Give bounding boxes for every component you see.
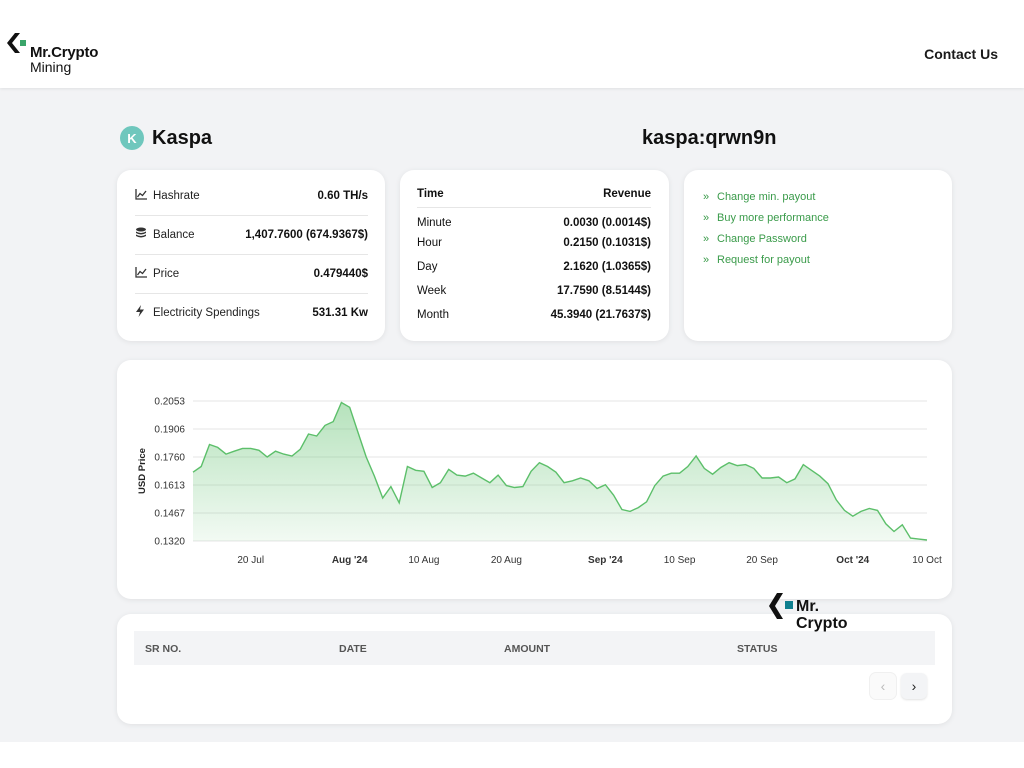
stats-card: Hashrate 0.60 TH/s Balance 1,407.7600 (6… xyxy=(117,170,385,341)
column-date: DATE xyxy=(339,643,367,655)
page-footer xyxy=(0,742,1024,768)
revenue-value: 0.0030 (0.0014$) xyxy=(563,217,651,229)
revenue-period: Week xyxy=(417,285,447,297)
price-chart-card: 0.2053 0.1906 0.1760 0.1613 0.1467 0.1320 USD … xyxy=(117,360,952,599)
column-status: STATUS xyxy=(737,643,778,655)
double-chevron-right-icon: » xyxy=(703,233,710,245)
coins-stack-icon xyxy=(135,227,149,242)
x-tick-label: 20 Aug xyxy=(491,555,522,566)
pagination-prev-button[interactable]: ‹ xyxy=(870,673,896,699)
y-tick-label: 0.1320 xyxy=(154,537,185,548)
line-chart-icon xyxy=(135,188,149,203)
kaspa-logo-icon: K xyxy=(120,126,144,150)
revenue-row: Month 45.3940 (21.7637$) xyxy=(417,309,651,321)
x-tick-label: 10 Aug xyxy=(408,555,439,566)
brand-mark-icon xyxy=(7,33,26,53)
stat-label: Price xyxy=(153,267,180,280)
brand-mark-icon xyxy=(769,593,793,619)
stat-value: 531.31 Kw xyxy=(312,306,368,319)
lightning-icon xyxy=(135,305,149,320)
revenue-value: 0.2150 (0.1031$) xyxy=(563,237,651,249)
x-tick-label: Sep '24 xyxy=(588,555,623,566)
revenue-card: Time Revenue Minute 0.0030 (0.0014$) Hou… xyxy=(400,170,669,341)
stat-value: 0.479440$ xyxy=(313,267,368,280)
y-axis-label: USD Price xyxy=(137,448,148,494)
actions-card: » Change min. payout » Buy more performanc… xyxy=(684,170,952,341)
coin-heading: K Kaspa xyxy=(120,124,212,152)
y-tick-label: 0.1613 xyxy=(154,481,185,492)
request-payout-link[interactable]: » Request for payout xyxy=(703,254,810,266)
x-tick-label: 10 Sep xyxy=(664,555,696,566)
revenue-row: Hour 0.2150 (0.1031$) xyxy=(417,237,651,249)
watermark-line2: Crypto xyxy=(796,615,848,632)
double-chevron-right-icon: » xyxy=(703,212,710,224)
change-password-link[interactable]: » Change Password xyxy=(703,233,807,245)
y-tick-label: 0.1906 xyxy=(154,425,185,436)
wallet-address: kaspa:qrwn9n xyxy=(642,127,777,149)
stat-label: Hashrate xyxy=(153,189,200,202)
column-time: Time xyxy=(417,188,444,200)
brand-logo[interactable]: Mr.Crypto Mining xyxy=(6,32,136,76)
stat-price: Price 0.479440$ xyxy=(135,254,368,294)
revenue-period: Month xyxy=(417,309,449,321)
table-header: SR NO. DATE AMOUNT STATUS xyxy=(134,631,935,665)
watermark-logo: Mr. Crypto xyxy=(768,592,878,640)
revenue-header: Time Revenue xyxy=(417,188,651,200)
stat-hashrate: Hashrate 0.60 TH/s xyxy=(135,176,368,216)
column-amount: AMOUNT xyxy=(504,643,551,655)
stat-value: 0.60 TH/s xyxy=(317,189,369,202)
x-tick-label: Aug '24 xyxy=(332,555,368,566)
line-chart-icon xyxy=(135,266,149,281)
revenue-value: 17.7590 (8.5144$) xyxy=(557,285,651,297)
revenue-value: 2.1620 (1.0365$) xyxy=(563,261,651,273)
top-bar: Mr.Crypto Mining Contact Us xyxy=(0,0,1024,88)
payouts-table-card: SR NO. DATE AMOUNT STATUS ‹ › xyxy=(117,614,952,724)
price-area xyxy=(193,402,927,541)
watermark-line1: Mr. xyxy=(796,598,820,615)
y-tick-label: 0.1467 xyxy=(154,509,185,520)
double-chevron-right-icon: » xyxy=(703,191,710,203)
pagination-next-button[interactable]: › xyxy=(901,673,927,699)
stat-label: Balance xyxy=(153,228,195,241)
revenue-period: Hour xyxy=(417,237,442,249)
brand-subtitle: Mining xyxy=(30,59,72,75)
brand-name: Mr.Crypto xyxy=(30,44,99,61)
revenue-period: Day xyxy=(417,261,438,273)
price-chart[interactable]: 0.2053 0.1906 0.1760 0.1613 0.1467 0.1320 USD … xyxy=(117,360,952,599)
revenue-period: Minute xyxy=(417,217,452,229)
x-tick-label: 10 Oct xyxy=(912,555,942,566)
y-tick-label: 0.2053 xyxy=(154,397,185,408)
coin-name: Kaspa xyxy=(152,126,213,149)
buy-more-performance-link[interactable]: » Buy more performance xyxy=(703,212,829,224)
revenue-row: Week 17.7590 (8.5144$) xyxy=(417,285,651,297)
column-sr-no: SR NO. xyxy=(145,643,182,655)
revenue-row: Day 2.1620 (1.0365$) xyxy=(417,261,651,273)
revenue-value: 45.3940 (21.7637$) xyxy=(550,309,651,321)
column-revenue: Revenue xyxy=(603,188,651,200)
y-tick-label: 0.1760 xyxy=(154,453,185,464)
double-chevron-right-icon: » xyxy=(703,254,710,266)
stat-balance: Balance 1,407.7600 (674.9367$) xyxy=(135,215,368,255)
stat-label: Electricity Spendings xyxy=(153,306,260,319)
change-min-payout-link[interactable]: » Change min. payout xyxy=(703,191,816,203)
stat-electricity: Electricity Spendings 531.31 Kw xyxy=(135,293,368,332)
price-line xyxy=(192,401,928,541)
x-tick-label: 20 Jul xyxy=(237,555,264,566)
revenue-row: Minute 0.0030 (0.0014$) xyxy=(417,217,651,229)
contact-us-link[interactable]: Contact Us xyxy=(924,46,998,62)
x-tick-label: 20 Sep xyxy=(746,555,778,566)
x-tick-label: Oct '24 xyxy=(836,555,869,566)
stat-value: 1,407.7600 (674.9367$) xyxy=(245,228,368,241)
divider xyxy=(417,207,651,208)
